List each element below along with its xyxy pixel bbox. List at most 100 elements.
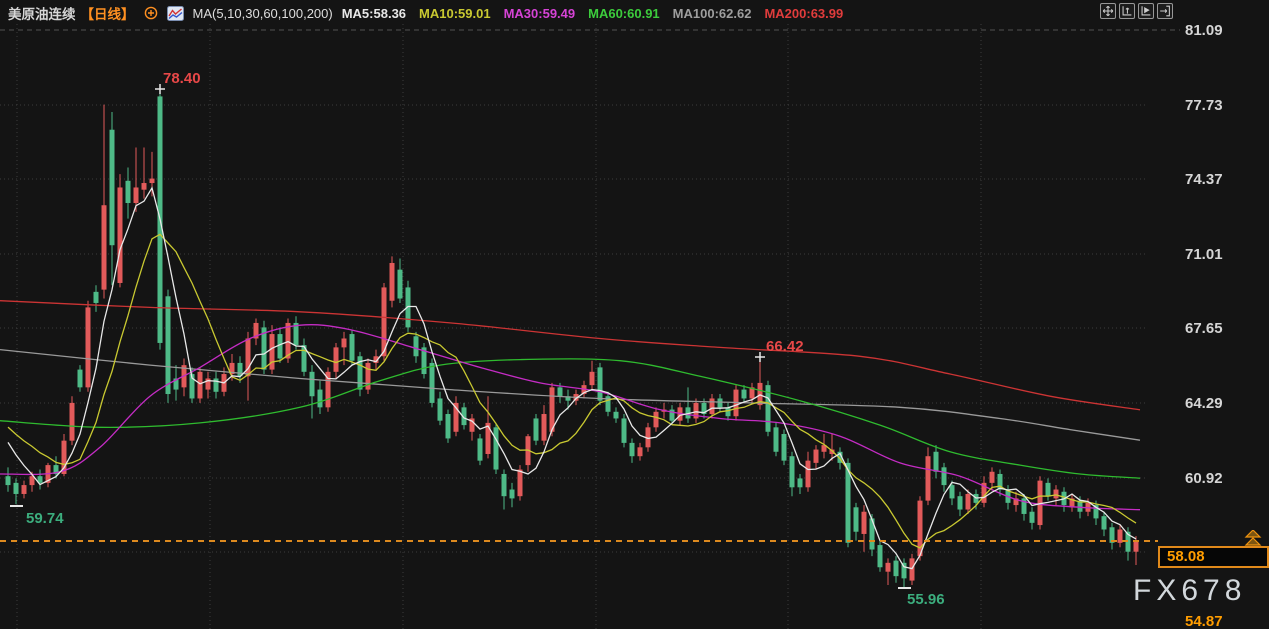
candle xyxy=(837,451,843,463)
candle xyxy=(333,347,339,372)
candle xyxy=(1069,498,1075,508)
price-axis: 81.09 77.73 74.37 71.01 67.65 64.29 60.92 xyxy=(1185,22,1223,487)
ma5-line xyxy=(7,186,1137,570)
candle xyxy=(125,180,131,204)
candle xyxy=(1045,482,1051,497)
candle xyxy=(109,129,115,246)
candle xyxy=(597,367,603,401)
candle xyxy=(317,389,323,408)
candle xyxy=(397,269,403,299)
candle xyxy=(693,402,699,419)
price-annotation: 66.42 xyxy=(766,338,804,355)
candle xyxy=(997,473,1003,490)
candle xyxy=(149,178,155,184)
candle xyxy=(389,262,395,301)
candle xyxy=(501,473,507,497)
candle xyxy=(277,334,283,359)
chart-type-icon[interactable] xyxy=(166,5,184,21)
candle xyxy=(205,378,211,390)
ma-value-label: MA100:62.62 xyxy=(672,5,752,21)
candle xyxy=(765,385,771,432)
candles xyxy=(5,89,1139,589)
axis-label: 77.73 xyxy=(1185,97,1223,114)
candle xyxy=(477,438,483,461)
ma200-line xyxy=(0,300,1141,411)
candle xyxy=(85,307,91,388)
axis-label: 81.09 xyxy=(1185,22,1223,39)
candle xyxy=(821,445,827,452)
candle xyxy=(789,456,795,488)
candle xyxy=(141,183,147,190)
candle xyxy=(901,562,907,579)
candle xyxy=(493,427,499,470)
candle xyxy=(877,545,883,568)
scroll-latest-marker-icon[interactable] xyxy=(1243,529,1263,552)
candle xyxy=(861,511,867,534)
candle xyxy=(229,362,235,375)
candle xyxy=(1021,498,1027,514)
timeframe-label[interactable]: 【日线】 xyxy=(80,7,135,22)
candle xyxy=(173,378,179,390)
candle xyxy=(325,371,331,408)
candle xyxy=(77,369,83,388)
axis-min-label: 54.87 xyxy=(1185,613,1223,629)
candle xyxy=(965,493,971,510)
candle xyxy=(1077,500,1083,512)
candle xyxy=(293,322,299,346)
candle xyxy=(13,482,19,494)
scroll-to-latest-icon[interactable] xyxy=(1157,3,1173,19)
candle xyxy=(21,485,27,494)
move-icon[interactable] xyxy=(1100,3,1116,19)
ma60-line xyxy=(0,358,1141,479)
candle xyxy=(629,442,635,457)
candle xyxy=(725,407,731,417)
candle xyxy=(381,287,387,357)
candle xyxy=(1037,480,1043,526)
candle xyxy=(885,562,891,572)
candle xyxy=(253,322,259,339)
current-price-value: 58.08 xyxy=(1167,548,1205,565)
circle-plus-icon[interactable] xyxy=(144,6,158,20)
ma-lines xyxy=(0,186,1141,570)
candle xyxy=(365,362,371,390)
candle xyxy=(845,462,851,543)
candle xyxy=(1109,527,1115,543)
candle xyxy=(701,402,707,415)
candle xyxy=(1117,529,1123,543)
candle xyxy=(93,291,99,303)
candle xyxy=(853,507,859,532)
fit-vertical-axis-icon[interactable] xyxy=(1119,3,1135,19)
candle xyxy=(165,296,171,395)
candle xyxy=(925,456,931,501)
candle xyxy=(645,427,651,448)
price-annotation: 78.40 xyxy=(163,70,201,87)
candle xyxy=(709,398,715,415)
axis-label: 71.01 xyxy=(1185,246,1223,263)
axis-label: 74.37 xyxy=(1185,171,1223,188)
candle xyxy=(469,418,475,432)
ma-value-label: MA200:63.99 xyxy=(764,5,844,21)
ma-value-label: MA5:58.36 xyxy=(341,5,407,21)
high-marker-icon xyxy=(755,352,765,362)
candle xyxy=(613,411,619,419)
candle xyxy=(1029,511,1035,523)
ma-value-label: MA10:59.01 xyxy=(419,5,491,21)
candle xyxy=(781,433,787,461)
auto-scale-icon[interactable] xyxy=(1138,3,1154,19)
candle xyxy=(653,411,659,428)
candle xyxy=(1013,498,1019,506)
price-annotation: 59.74 xyxy=(26,510,64,527)
candle xyxy=(373,356,379,363)
candle xyxy=(797,478,803,488)
annotations: 78.40 59.74 66.42 55.96 xyxy=(10,70,945,608)
candle xyxy=(5,476,11,486)
watermark: FX678 xyxy=(1133,574,1247,607)
candle xyxy=(941,467,947,486)
candle xyxy=(437,398,443,421)
ma-value-label: MA30:59.49 xyxy=(503,5,576,21)
candle xyxy=(909,558,915,581)
candle xyxy=(29,476,35,486)
chart-toolbar xyxy=(1100,3,1173,19)
